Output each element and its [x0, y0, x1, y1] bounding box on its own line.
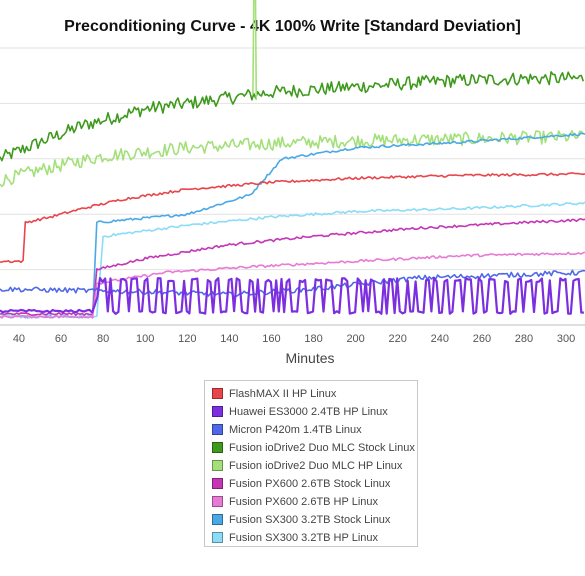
legend-item: Fusion SX300 3.2TB Stock Linux: [205, 511, 417, 529]
series-line: [0, 251, 585, 319]
x-axis-label: Minutes: [285, 350, 335, 366]
legend-item: Fusion ioDrive2 Duo MLC Stock Linux: [205, 439, 417, 457]
x-tick-label: 240: [431, 333, 449, 345]
legend-label: Micron P420m 1.4TB Linux: [229, 424, 362, 436]
x-tick-label: 260: [473, 333, 491, 345]
legend-item: Huawei ES3000 2.4TB HP Linux: [205, 403, 417, 421]
legend-label: Fusion SX300 3.2TB HP Linux: [229, 532, 378, 544]
legend-swatch: [212, 532, 223, 543]
x-tick-label: 80: [97, 333, 109, 345]
series-line: [0, 269, 585, 298]
x-tick-label: 160: [262, 333, 280, 345]
x-tick-label: 120: [178, 333, 196, 345]
x-tick-label: 40: [13, 333, 25, 345]
x-tick-label: 200: [346, 333, 364, 345]
legend-swatch: [212, 478, 223, 489]
chart-title: Preconditioning Curve - 4K 100% Write [S…: [64, 18, 521, 35]
x-tick-label: 180: [304, 333, 322, 345]
legend-item: Fusion SX300 3.2TB HP Linux: [205, 529, 417, 547]
legend-label: Fusion ioDrive2 Duo MLC HP Linux: [229, 460, 403, 472]
x-tick-label: 60: [55, 333, 67, 345]
legend-label: FlashMAX II HP Linux: [229, 388, 337, 400]
legend-swatch: [212, 406, 223, 417]
legend-item: Fusion ioDrive2 Duo MLC HP Linux: [205, 457, 417, 475]
series-line: [0, 201, 585, 319]
legend-swatch: [212, 496, 223, 507]
series-line: [0, 71, 585, 162]
x-tick-label: 220: [389, 333, 407, 345]
series-line: [0, 218, 585, 316]
legend-label: Fusion ioDrive2 Duo MLC Stock Linux: [229, 442, 415, 454]
legend: FlashMAX II HP Linux Huawei ES3000 2.4TB …: [204, 380, 418, 547]
x-tick-label: 280: [515, 333, 533, 345]
legend-swatch: [212, 388, 223, 399]
legend-swatch: [212, 460, 223, 471]
legend-label: Fusion SX300 3.2TB Stock Linux: [229, 514, 391, 526]
chart-plot: 40 60 80 100 120 140 160 180 200 220 240 260 280 300: [0, 0, 585, 345]
series-line: [0, 172, 585, 264]
legend-swatch: [212, 424, 223, 435]
legend-swatch: [212, 442, 223, 453]
x-axis: 40 60 80 100 120 140 160 180 200 220 240 260 280 300: [13, 333, 575, 345]
legend-swatch: [212, 514, 223, 525]
series-line: [0, 276, 584, 315]
grid-lines: [0, 47, 585, 326]
series-line: [0, 132, 585, 319]
legend-item: Fusion PX600 2.6TB HP Linux: [205, 493, 417, 511]
legend-item: Fusion PX600 2.6TB Stock Linux: [205, 475, 417, 493]
legend-label: Fusion PX600 2.6TB Stock Linux: [229, 478, 391, 490]
series-line: [0, 130, 584, 188]
spike-mark: [252, 0, 258, 101]
series-lines: [0, 0, 585, 319]
legend-item: FlashMAX II HP Linux: [205, 385, 417, 403]
x-tick-label: 140: [220, 333, 238, 345]
x-tick-label: 300: [557, 333, 575, 345]
x-tick-label: 100: [136, 333, 154, 345]
legend-item: Micron P420m 1.4TB Linux: [205, 421, 417, 439]
legend-label: Huawei ES3000 2.4TB HP Linux: [229, 406, 388, 418]
legend-label: Fusion PX600 2.6TB HP Linux: [229, 496, 378, 508]
